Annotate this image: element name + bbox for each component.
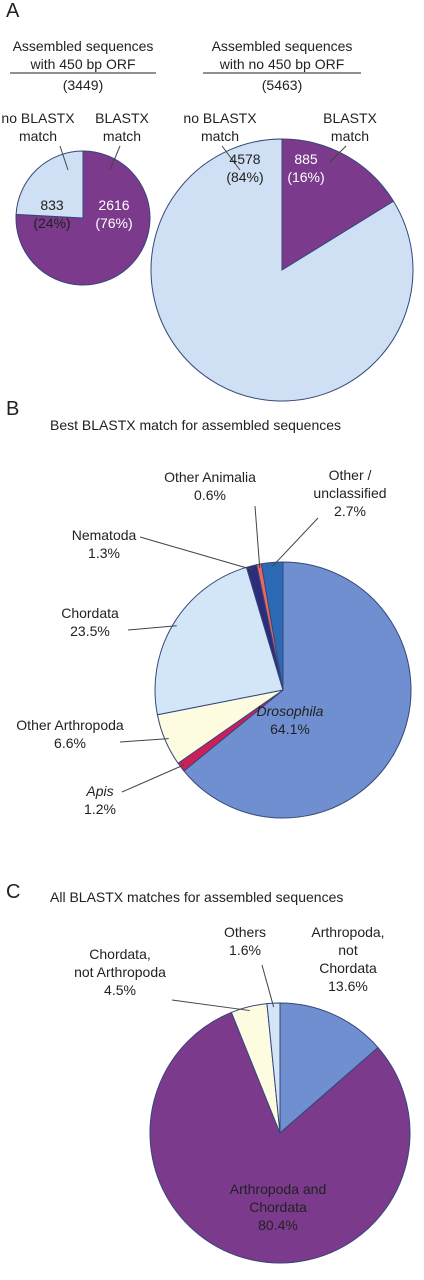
pie-slice: [154, 566, 284, 716]
data-label-text: (24%): [33, 215, 71, 231]
category-label: Other Arthropoda 6.6%: [16, 716, 123, 752]
category-label-text: 4.5%: [104, 982, 136, 998]
category-label-text: 1.2%: [84, 801, 116, 817]
category-label: Apis 1.2%: [84, 782, 116, 818]
category-label: Other Animalia 0.6%: [164, 468, 256, 504]
pie-slice: [150, 138, 414, 402]
category-label: Nematoda 1.3%: [72, 526, 137, 562]
data-label: 4578 (84%): [226, 150, 263, 186]
chart-title-text: Assembled sequences with no 450 bp ORF: [211, 38, 353, 72]
panel-letter-text: A: [6, 0, 20, 22]
category-label-text: 13.6%: [328, 978, 368, 994]
category-label-text: no BLASTX match: [183, 110, 257, 144]
category-label-text: Chordata, not Arthropoda: [74, 946, 166, 980]
panel-letter: C: [6, 881, 21, 903]
panel-letter-text: B: [6, 398, 20, 420]
leader-line: [59, 145, 69, 171]
data-label-text: 833: [40, 197, 64, 213]
leader-line: [261, 964, 275, 1008]
pie-slice: [266, 1002, 281, 1134]
category-label-text: 64.1%: [270, 721, 310, 737]
category-label-text: BLASTX match: [95, 110, 149, 144]
category-label-text: Nematoda: [71, 527, 137, 543]
category-label-text: 80.4%: [258, 1217, 298, 1233]
data-label: 2616 (76%): [95, 196, 132, 232]
leader-line: [127, 625, 177, 631]
category-label-text: 6.6%: [54, 735, 86, 751]
pie-slice: [281, 138, 395, 271]
leader-line: [171, 999, 250, 1012]
category-label: Other / unclassified 2.7%: [313, 466, 386, 520]
data-label-text: 2616: [98, 197, 130, 213]
category-label-text: Arthropoda and Chordata: [229, 1181, 327, 1215]
chart-subtitle: (3449): [63, 76, 103, 94]
category-label-text: Chordata: [61, 605, 119, 621]
category-label-text: Drosophila: [256, 703, 324, 719]
category-label: Chordata, not Arthropoda 4.5%: [74, 945, 166, 999]
chart-title: All BLASTX matches for assembled sequenc…: [50, 888, 343, 906]
category-label-text: 0.6%: [194, 487, 226, 503]
category-label-text: 2.7%: [334, 503, 366, 519]
category-label-text: BLASTX match: [323, 110, 377, 144]
data-label-text: (84%): [226, 169, 264, 185]
data-label-text: 4578: [229, 151, 261, 167]
leader-line: [254, 505, 261, 569]
category-label: no BLASTX match: [183, 109, 256, 145]
category-label: BLASTX match: [323, 109, 377, 145]
pie-slice: [279, 1002, 379, 1135]
chart-subtitle-text: (3449): [62, 77, 104, 93]
category-label: BLASTX match: [95, 109, 149, 145]
category-label: Arthropoda and Chordata 80.4%: [230, 1180, 327, 1234]
data-label-text: (76%): [95, 215, 133, 231]
leader-line: [139, 536, 253, 571]
category-label: Chordata 23.5%: [61, 604, 119, 640]
category-label-text: Other Animalia: [164, 469, 256, 485]
chart-title: Best BLASTX match for assembled sequence…: [50, 416, 341, 434]
category-label: Others 1.6%: [224, 923, 266, 959]
category-label-text: no BLASTX match: [1, 110, 75, 144]
pie-slice: [260, 561, 284, 691]
data-label-text: (16%): [287, 169, 325, 185]
data-label: 833 (24%): [33, 196, 70, 232]
category-label-text: Other / unclassified: [313, 467, 387, 501]
category-label-text: Other Arthropoda: [16, 717, 124, 733]
category-label-text: 1.6%: [229, 942, 261, 958]
leader-line: [119, 738, 169, 743]
pie-slice: [183, 561, 412, 819]
panel-letter: B: [6, 398, 20, 420]
data-label-text: 885: [294, 151, 318, 167]
category-label-text: 23.5%: [70, 623, 110, 639]
leader-line: [272, 517, 319, 567]
panel-letter: A: [6, 0, 20, 22]
data-label: 885 (16%): [287, 150, 324, 186]
category-label: Drosophila 64.1%: [257, 702, 324, 738]
leader-line: [329, 145, 347, 163]
category-label-text: 1.3%: [88, 545, 120, 561]
leader-line: [121, 764, 185, 793]
pie-slice: [15, 150, 84, 219]
category-label-text: Others: [223, 924, 267, 940]
chart-title: Assembled sequences with no 450 bp ORF: [212, 37, 353, 73]
category-label-text: Arthropoda, not Chordata: [311, 924, 385, 976]
chart-title: Assembled sequences with 450 bp ORF: [13, 37, 154, 73]
leader-line: [109, 145, 121, 171]
chart-title-text: Assembled sequences with 450 bp ORF: [12, 38, 154, 72]
chart-subtitle-text: (5463): [261, 77, 303, 93]
category-label-text: Apis: [86, 783, 114, 799]
pie-slice: [149, 1011, 411, 1264]
chart-subtitle: (5463): [262, 76, 302, 94]
category-label: Arthropoda, not Chordata 13.6%: [310, 923, 386, 995]
chart-title-text: Best BLASTX match for assembled sequence…: [50, 417, 342, 433]
leader-line: [221, 145, 241, 171]
panel-letter-text: C: [6, 881, 21, 903]
category-label: no BLASTX match: [1, 109, 74, 145]
chart-title-text: All BLASTX matches for assembled sequenc…: [50, 889, 344, 905]
